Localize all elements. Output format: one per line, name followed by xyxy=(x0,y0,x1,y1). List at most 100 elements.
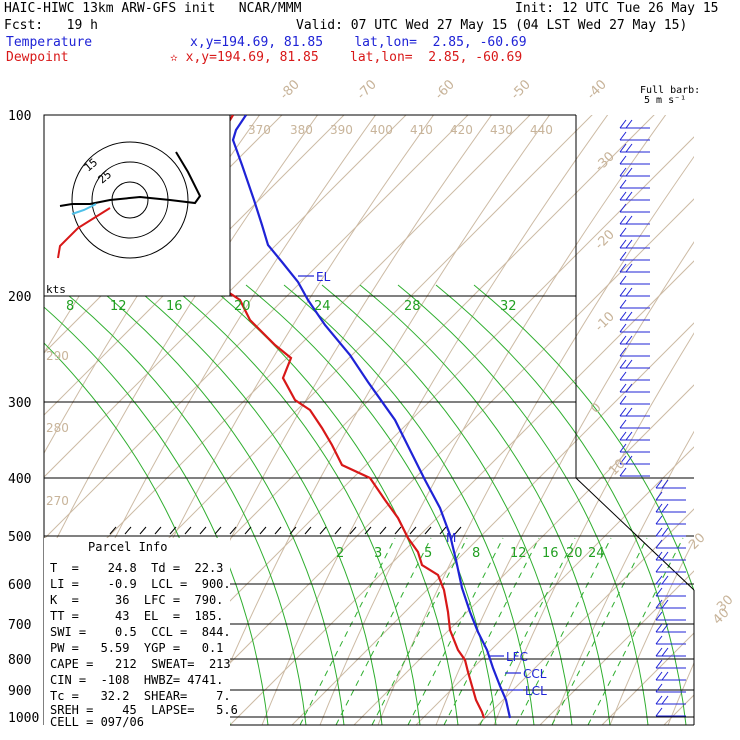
wind-barb xyxy=(619,443,650,453)
hodograph-trace-red xyxy=(57,207,111,259)
wind-barb-flag xyxy=(625,359,633,369)
wind-barb xyxy=(619,287,650,297)
mixing-ratio-line xyxy=(551,537,648,725)
dry-adiabat-line xyxy=(551,430,694,725)
dry-adiabat-line xyxy=(377,155,694,725)
moist-adiabat-line xyxy=(283,284,535,725)
wind-barb xyxy=(619,203,650,213)
hatch-mark xyxy=(349,526,357,535)
model-title: HAIC-HIWC 13km ARW-GFS init NCAR/MMM xyxy=(4,1,302,16)
hatch-mark xyxy=(334,526,342,535)
wind-barb-flag xyxy=(625,335,633,345)
wind-barb-flag xyxy=(661,503,669,513)
isotherm-line xyxy=(539,570,694,725)
wind-barb xyxy=(619,215,650,225)
isotherm-line xyxy=(44,115,407,478)
wind-barb xyxy=(619,239,650,249)
wind-barb-flag xyxy=(655,479,663,489)
wind-barb-flag xyxy=(625,407,633,417)
wind-barb xyxy=(655,515,686,525)
isotherm-label: 10 xyxy=(606,457,628,479)
wind-barb xyxy=(619,311,650,321)
moist-adiabat-line xyxy=(93,284,345,725)
hatch-mark xyxy=(439,526,447,535)
pressure-tick-label: 700 xyxy=(8,618,31,633)
parcel-row: SREH = 45 LAPSE= 5.6 xyxy=(50,703,238,717)
wind-barb xyxy=(655,587,686,597)
wind-barb-flag xyxy=(619,455,627,465)
isotherm-label: -50 xyxy=(508,77,534,103)
wind-barb-flag xyxy=(619,311,627,321)
wind-barb xyxy=(655,707,686,717)
parcel-row: CIN = -108 HWBZ= 4741. xyxy=(50,673,224,687)
wind-barb-flag xyxy=(625,167,633,177)
wind-barb-flag xyxy=(625,239,633,249)
level-marker-label: EL xyxy=(316,270,331,284)
wind-barb-flag xyxy=(619,143,627,153)
wind-barb xyxy=(619,131,650,141)
wind-barb xyxy=(655,551,686,561)
isotherm-label: -60 xyxy=(432,77,458,103)
hatch-mark xyxy=(319,526,327,535)
wind-barb-flag xyxy=(655,695,663,705)
mixing-ratio-label: 24 xyxy=(588,546,605,561)
dry-adiabat-line xyxy=(609,538,694,725)
wind-barb xyxy=(619,227,650,237)
valid-time: Valid: 07 UTC Wed 27 May 15 (04 LST Wed … xyxy=(296,18,688,33)
wind-barb xyxy=(619,263,650,273)
wind-barb-flag xyxy=(655,527,663,537)
wind-barb-flag xyxy=(661,479,669,489)
wind-barb-flag xyxy=(619,443,627,453)
wind-barb xyxy=(619,251,650,261)
moist-adiabat-line xyxy=(44,306,269,725)
temperature-label: Temperature xyxy=(6,35,93,50)
wind-barb-flag xyxy=(619,239,627,249)
theta-label: 390 xyxy=(330,123,353,137)
wind-barb xyxy=(619,431,650,441)
parcel-info-panel: Parcel Info T = 24.8 Td = 22.3 LI = -0.9… xyxy=(44,538,238,729)
wind-barb-flag xyxy=(625,455,633,465)
level-marker-label: LCL xyxy=(525,684,547,698)
parcel-info-title: Parcel Info xyxy=(88,540,168,554)
theta-label: 410 xyxy=(410,123,433,137)
hodograph-ring xyxy=(71,141,189,259)
isotherm-line xyxy=(44,115,469,540)
isotherm-line xyxy=(415,446,694,725)
wind-barb-flag xyxy=(619,323,627,333)
isotherm-label: -70 xyxy=(354,77,380,103)
moist-adiabat-line xyxy=(435,284,687,725)
wind-barb-flag xyxy=(625,119,633,129)
mixing-ratio-label: 3 xyxy=(374,546,382,561)
temperature-location: x,y=194.69, 81.85 lat,lon= 2.85, -60.69 xyxy=(190,35,527,50)
wind-barb-flag xyxy=(619,263,627,273)
mixing-ratio-line xyxy=(443,537,540,725)
wind-barb-flag xyxy=(655,635,663,645)
wind-barb-flag xyxy=(619,155,627,165)
wind-barb xyxy=(655,659,686,669)
hatch-mark xyxy=(139,526,147,535)
wind-barb xyxy=(619,143,650,153)
parcel-row: LI = -0.9 LCL = 900. xyxy=(50,577,231,591)
hatch-mark xyxy=(259,526,267,535)
isotherm-line xyxy=(601,632,694,725)
wind-barb xyxy=(619,191,650,201)
wind-barb xyxy=(619,467,650,477)
level-marker-label: CCL xyxy=(523,667,547,681)
wind-barb xyxy=(655,635,686,645)
wind-barb-flag xyxy=(619,203,627,213)
wind-barb-flag xyxy=(655,671,663,681)
wind-barb xyxy=(619,359,650,369)
wind-barb-flag xyxy=(661,695,669,705)
isotherm-line xyxy=(663,694,694,725)
wind-barb xyxy=(655,623,686,633)
wind-barb-flag xyxy=(655,587,663,597)
dewpoint-label: Dewpoint xyxy=(6,50,69,65)
wind-barb-flag xyxy=(619,191,627,201)
wind-barb-flag xyxy=(661,575,669,585)
wind-barb xyxy=(619,299,650,309)
wind-barb xyxy=(655,527,686,537)
pressure-tick-label: 100 xyxy=(8,109,31,124)
wind-barb xyxy=(655,479,686,489)
wind-barb-flag xyxy=(619,347,627,357)
